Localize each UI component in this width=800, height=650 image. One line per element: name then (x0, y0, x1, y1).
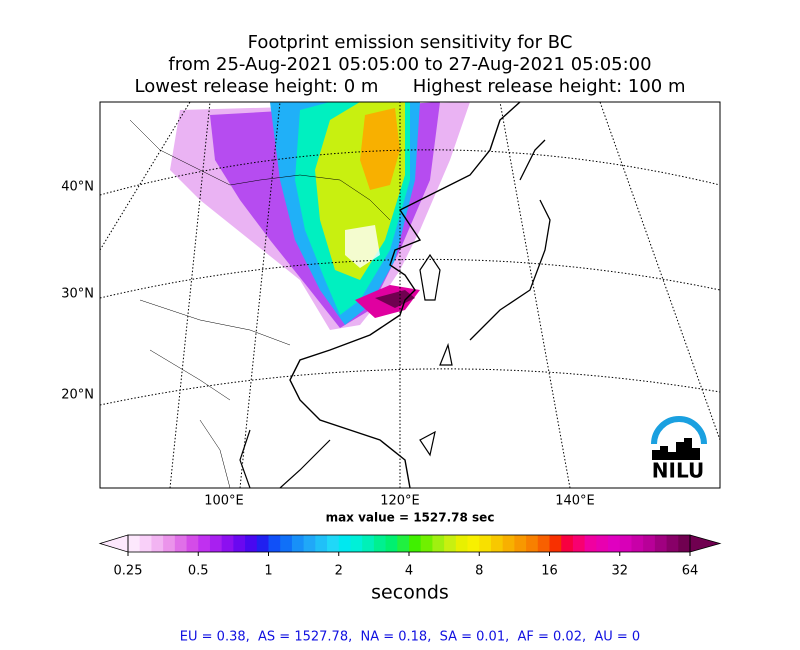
colorbar-bin (221, 535, 234, 552)
colorbar-bin (572, 535, 586, 552)
colorbar-tick-label: 1 (264, 564, 272, 579)
colorbar-bin (654, 535, 668, 552)
colorbar-bin (619, 535, 632, 552)
colorbar-bin (291, 535, 305, 552)
colorbar-bin (420, 535, 433, 552)
colorbar-tick-label: 16 (541, 564, 558, 579)
lon-label: 140°E (555, 494, 595, 509)
colorbar-tick-label: 0.25 (114, 564, 143, 579)
colorbar-bin (643, 535, 656, 552)
colorbar-bin (561, 535, 574, 552)
colorbar-bin (596, 535, 609, 552)
colorbar-bin (678, 535, 691, 552)
map-area: NILU (100, 102, 720, 488)
colorbar-bin (350, 535, 363, 552)
colorbar-bin (631, 535, 644, 552)
colorbar-bin (233, 535, 246, 552)
colorbar-bin (373, 535, 387, 552)
colorbar-tick-label: 4 (405, 564, 413, 579)
colorbar-bin (666, 535, 679, 552)
colorbar-bin (479, 535, 492, 552)
nilu-logo: NILU (651, 416, 707, 483)
colorbar-bin (303, 535, 316, 552)
colorbar: 0.25 0.5 1 2 4 8 16 32 64 (98, 534, 722, 579)
colorbar-bin (397, 535, 410, 552)
colorbar-bin (245, 535, 258, 552)
colorbar-bin (608, 535, 621, 552)
lat-label: 30°N (61, 287, 94, 302)
colorbar-label: seconds (371, 582, 449, 604)
colorbar-tick-label: 2 (335, 564, 343, 579)
colorbar-bin (584, 535, 597, 552)
colorbar-bin (315, 535, 328, 552)
colorbar-bin (209, 535, 223, 552)
colorbar-tick-label: 8 (475, 564, 483, 579)
coastline (129, 102, 551, 488)
colorbar-bin (362, 535, 375, 552)
colorbar-bin (502, 535, 515, 552)
colorbar-bin (186, 535, 199, 552)
title-line: Lowest release height: 0 m Highest relea… (135, 76, 686, 97)
colorbar-bin (139, 535, 152, 552)
colorbar-bin (174, 535, 188, 552)
logo-text: NILU (652, 459, 704, 483)
colorbar-bin (537, 535, 550, 552)
colorbar-bin (432, 535, 445, 552)
lat-label: 40°N (61, 180, 94, 195)
graticule (100, 102, 720, 488)
colorbar-min-arrow (98, 534, 129, 553)
colorbar-bin (444, 535, 457, 552)
colorbar-bin (280, 535, 293, 552)
colorbar-bin (409, 535, 422, 552)
max-value: max value = 1527.78 sec (326, 511, 495, 525)
lon-label: 120°E (380, 494, 420, 509)
colorbar-bin (268, 535, 281, 552)
lat-label: 20°N (61, 388, 94, 403)
colorbar-tick-label: 0.5 (188, 564, 209, 579)
colorbar-bin (256, 535, 269, 552)
colorbar-bin (151, 535, 164, 552)
colorbar-bin (385, 535, 398, 552)
title-line: Footprint emission sensitivity for BC (248, 32, 573, 53)
colorbar-bin (128, 535, 141, 552)
colorbar-bin (338, 535, 351, 552)
colorbar-max-arrow (689, 534, 722, 553)
title-line: from 25-Aug-2021 05:05:00 to 27-Aug-2021… (168, 54, 651, 75)
colorbar-bin (549, 535, 562, 552)
colorbar-bin (455, 535, 469, 552)
map-frame (99, 101, 721, 489)
colorbar-bin (163, 535, 176, 552)
colorbar-bin (514, 535, 527, 552)
plume (170, 102, 470, 330)
colorbar-bin (327, 535, 340, 552)
colorbar-tick-label: 64 (682, 564, 699, 579)
colorbar-bin (490, 535, 504, 552)
colorbar-bin (467, 535, 480, 552)
lon-label: 100°E (204, 494, 244, 509)
colorbar-tick-label: 32 (611, 564, 628, 579)
footer: EU = 0.38, AS = 1527.78, NA = 0.18, SA =… (180, 630, 640, 645)
colorbar-bin (198, 535, 211, 552)
colorbar-bin (526, 535, 539, 552)
